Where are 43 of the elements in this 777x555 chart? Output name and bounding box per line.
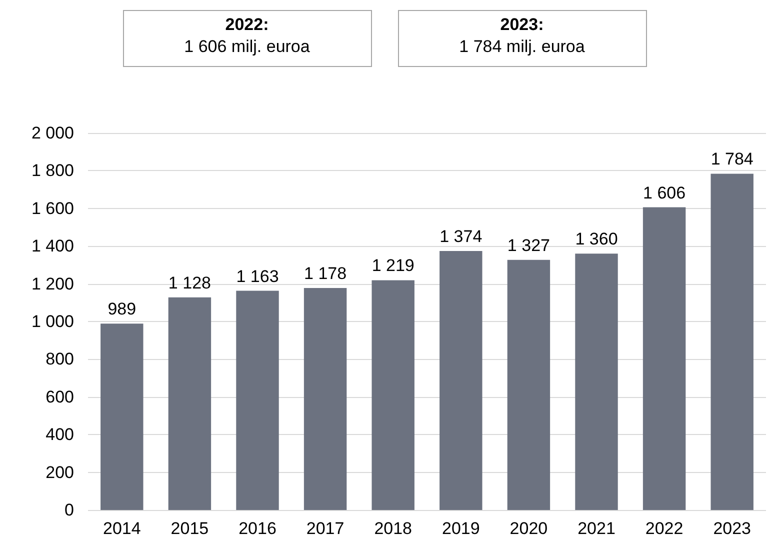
- x-tick-label: 2014: [102, 519, 141, 538]
- bar: [642, 207, 686, 510]
- y-tick-label: 800: [46, 350, 74, 369]
- y-tick-label: 1 000: [31, 312, 74, 331]
- data-label: 1 784: [710, 150, 754, 169]
- y-tick-label: 400: [46, 425, 74, 444]
- data-label: 1 360: [575, 230, 618, 249]
- y-tick-label: 1 800: [31, 161, 74, 180]
- data-label: 1 374: [440, 227, 482, 246]
- y-tick-label: 600: [46, 387, 74, 406]
- bar: [440, 251, 482, 510]
- bar: [372, 280, 414, 510]
- y-tick-label: 1 600: [31, 198, 74, 218]
- x-tick-label: 2019: [442, 519, 480, 538]
- bar: [236, 290, 279, 510]
- y-tick-label: 1 400: [31, 236, 74, 256]
- data-label: 1 128: [168, 273, 211, 292]
- bar: [168, 297, 212, 510]
- y-tick-label: 2 000: [31, 124, 74, 142]
- x-tick-label: 2016: [238, 519, 276, 538]
- bar: [304, 288, 347, 510]
- y-tick-label: 0: [64, 500, 74, 520]
- y-tick-label: 200: [46, 462, 74, 482]
- data-label: 1 163: [236, 266, 279, 286]
- x-tick-label: 2015: [170, 519, 209, 538]
- x-tick-label: 2018: [374, 519, 412, 538]
- data-label: 1 327: [507, 236, 550, 255]
- text: 2022: 1 606 milj. euroa: [184, 15, 310, 56]
- bar: [507, 260, 550, 510]
- data-label: 989: [108, 300, 136, 319]
- x-tick-label: 2021: [578, 519, 616, 538]
- data-label: 1 219: [372, 256, 414, 276]
- data-label: 1 178: [304, 264, 347, 283]
- text: 2023: 1 784 milj. euroa: [459, 15, 586, 56]
- x-tick-label: 2023: [713, 519, 752, 538]
- x-tick-label: 2022: [645, 519, 684, 538]
- bar: [100, 324, 144, 510]
- x-tick-label: 2017: [306, 519, 344, 538]
- bar: [575, 254, 618, 510]
- data-label: 1 606: [643, 183, 686, 202]
- y-tick-label: 1 200: [31, 274, 74, 294]
- x-tick-label: 2020: [510, 519, 548, 538]
- bar: [710, 174, 754, 510]
